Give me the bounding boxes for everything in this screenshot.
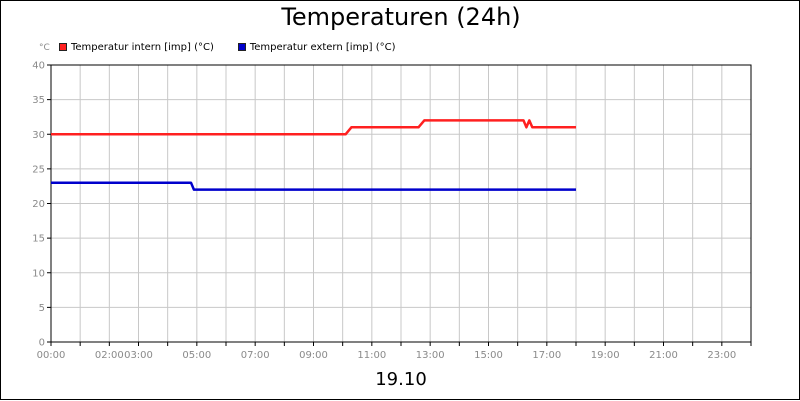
legend-swatch-extern — [237, 43, 246, 51]
y-tick-label: 30 — [32, 130, 45, 141]
legend-item-extern: Temperatur extern [imp] (°C) — [237, 41, 396, 53]
y-tick-label: 40 — [32, 61, 45, 72]
x-tick-label: 07:00 — [241, 350, 270, 361]
x-tick-label: 09:00 — [299, 350, 328, 361]
y-tick-label: 5 — [39, 303, 45, 314]
x-tick-label: 21:00 — [649, 350, 678, 361]
y-tick-label: 0 — [39, 338, 45, 349]
legend-label-intern: Temperatur intern [imp] (°C) — [71, 41, 214, 53]
y-tick-label: 10 — [32, 268, 45, 279]
y-tick-label: 15 — [32, 234, 45, 245]
x-tick-label: 15:00 — [474, 350, 503, 361]
legend-swatch-intern — [59, 43, 67, 51]
x-tick-label: 02:00 — [95, 350, 124, 361]
x-tick-label: 19:00 — [591, 350, 620, 361]
x-axis-date-label: 19.10 — [375, 369, 427, 390]
y-tick-label: 35 — [32, 95, 45, 106]
y-axis-unit-label: °C — [39, 43, 50, 53]
chart-title: Temperaturen (24h) — [281, 3, 521, 31]
x-tick-label: 00:00 — [37, 350, 66, 361]
x-tick-label: 23:00 — [707, 350, 736, 361]
series-line-intern — [51, 119, 576, 136]
x-tick-label: 17:00 — [532, 350, 561, 361]
y-tick-label: 25 — [32, 164, 45, 175]
x-tick-label: 13:00 — [416, 350, 445, 361]
x-tick-label: 05:00 — [182, 350, 211, 361]
series-line-extern — [51, 181, 576, 191]
legend-item-intern: Temperatur intern [imp] (°C) — [59, 42, 214, 53]
x-tick-label: 11:00 — [357, 350, 386, 361]
legend: Temperatur intern [imp] (°C) Temperatur … — [59, 40, 420, 54]
x-tick-label: 03:00 — [124, 350, 153, 361]
y-tick-label: 20 — [32, 199, 45, 210]
legend-label-extern: Temperatur extern [imp] (°C) — [249, 41, 396, 53]
